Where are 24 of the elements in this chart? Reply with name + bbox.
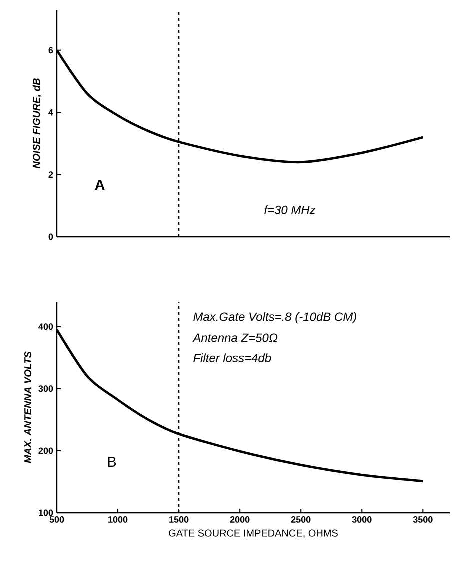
x-tick-label: 3500 bbox=[413, 516, 433, 523]
y-axis-title: NOISE FIGURE, dB bbox=[32, 78, 42, 169]
x-tick-label: 2000 bbox=[230, 516, 250, 523]
y-tick-label: 2 bbox=[48, 172, 54, 178]
annotation: Antenna Z=50Ω bbox=[192, 334, 278, 342]
annotation: f=30 MHz bbox=[264, 206, 316, 214]
y-tick-label: 0 bbox=[48, 234, 54, 240]
y-tick-label: 300 bbox=[38, 386, 54, 392]
x-tick-label: 500 bbox=[50, 516, 64, 523]
y-axis-title: MAX. ANTENNA VOLTS bbox=[24, 352, 32, 464]
y-tick-label: 200 bbox=[38, 448, 54, 454]
x-tick-label: 2500 bbox=[291, 516, 311, 523]
y-tick-label: 4 bbox=[48, 110, 54, 116]
x-tick-label: 1500 bbox=[170, 516, 189, 523]
x-tick-label: 3000 bbox=[352, 516, 372, 523]
annotation: Max.Gate Volts=.8 (-10dB CM) bbox=[194, 312, 356, 324]
annotation: A bbox=[95, 180, 105, 190]
y-tick-label: 400 bbox=[38, 324, 54, 330]
x-tick-label: 1000 bbox=[108, 516, 128, 523]
annotation: Filter loss=4db bbox=[194, 354, 272, 362]
x-axis-title: GATE SOURCE IMPEDANCE, OHMS bbox=[169, 530, 338, 538]
annotation: B bbox=[108, 457, 116, 467]
y-tick-label: 6 bbox=[48, 47, 54, 54]
y-tick-label: 100 bbox=[39, 510, 54, 516]
